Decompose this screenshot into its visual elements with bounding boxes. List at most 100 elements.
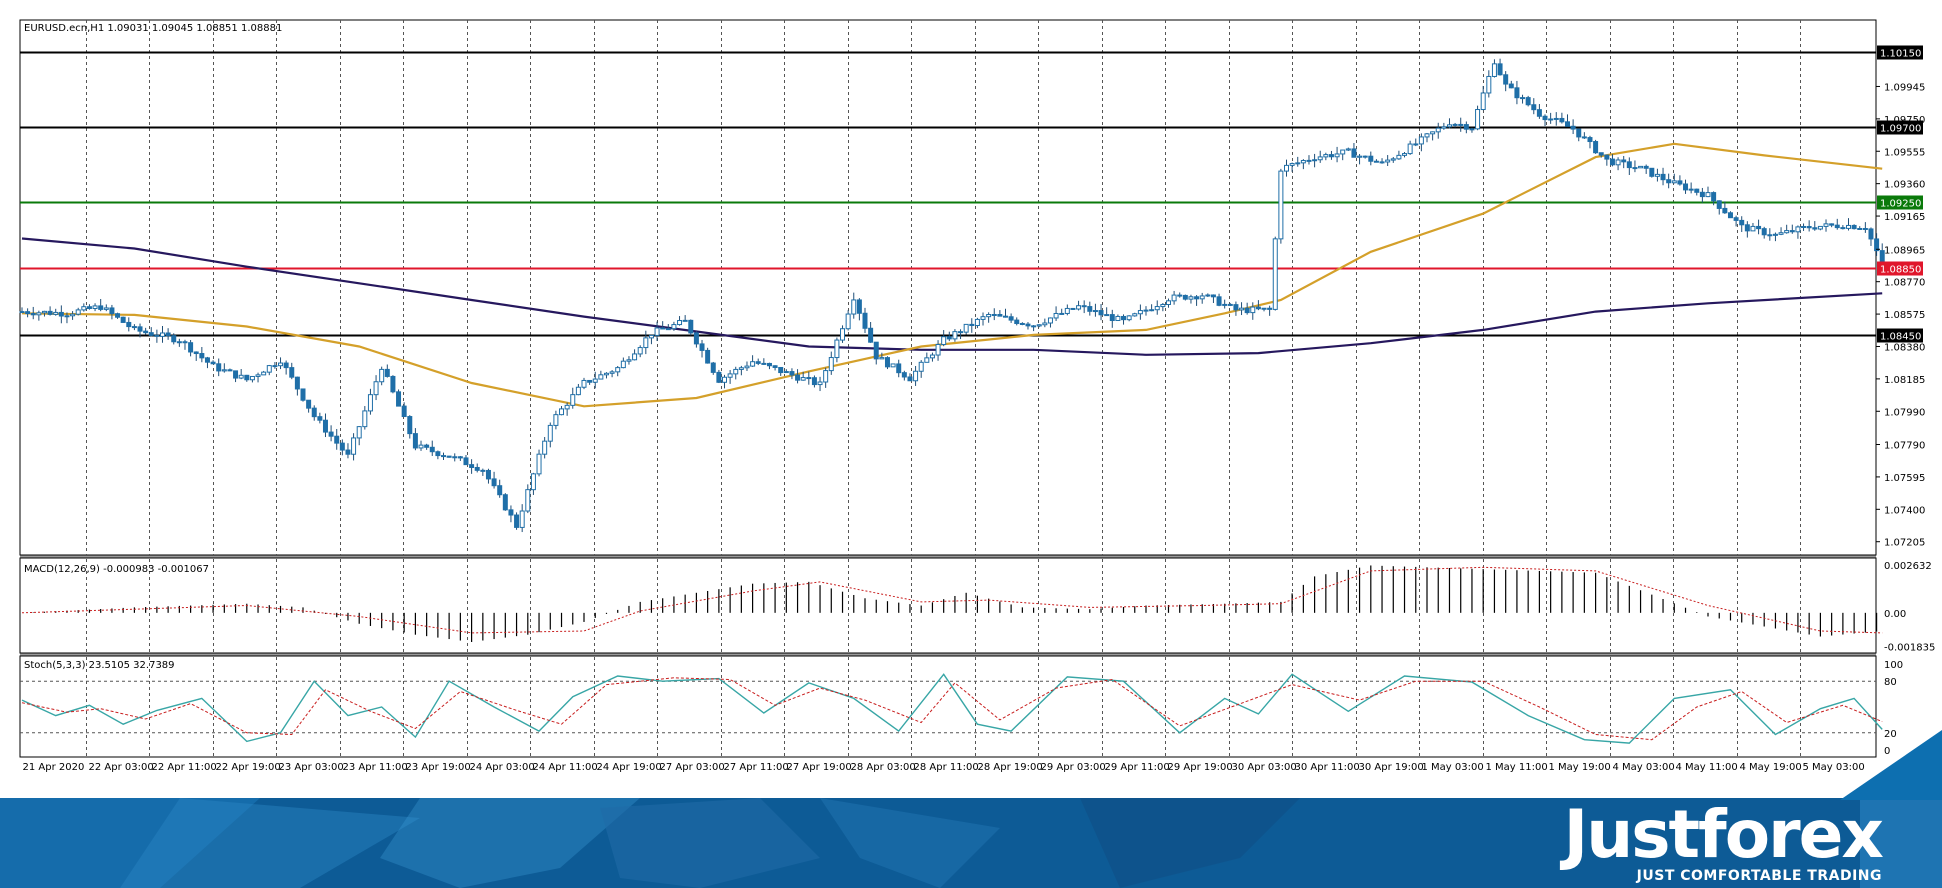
x-tick-label: 1 May 19:00 xyxy=(1549,762,1611,773)
candle-body xyxy=(598,374,604,380)
x-tick-label: 29 Apr 19:00 xyxy=(1168,762,1233,773)
slow-moving-average xyxy=(21,237,1883,356)
candle-body xyxy=(1789,230,1795,233)
candle-body xyxy=(705,349,711,364)
y-tick-label: 1.09750 xyxy=(1884,115,1925,126)
candle-body xyxy=(1536,109,1542,117)
candle-body xyxy=(941,336,947,345)
candle-body xyxy=(879,357,885,360)
candle-body xyxy=(1121,315,1127,321)
candle-body xyxy=(1834,224,1840,229)
candle-body xyxy=(1014,319,1020,324)
candle-body xyxy=(1334,153,1340,158)
candle-body xyxy=(1064,307,1070,314)
candle-body xyxy=(1104,314,1110,317)
candle-body xyxy=(255,374,261,377)
candle-body xyxy=(1632,167,1638,170)
candle-body xyxy=(182,341,188,344)
candle-body xyxy=(1683,183,1689,191)
candle-body xyxy=(840,328,846,341)
candle-body xyxy=(1458,123,1464,126)
candle-body xyxy=(1036,324,1042,327)
candle-body xyxy=(795,374,801,381)
candle-body xyxy=(997,313,1003,317)
candle-body xyxy=(485,469,491,480)
candle-body xyxy=(75,309,81,315)
candle-body xyxy=(390,375,396,393)
candle-body xyxy=(334,435,340,444)
candle-body xyxy=(800,377,806,381)
brand-tagline: JUST COMFORTABLE TRADING xyxy=(1636,868,1882,884)
candle-body xyxy=(665,328,671,331)
candle-body xyxy=(1345,148,1351,151)
candle-body xyxy=(1233,304,1239,311)
level-price-tag xyxy=(1877,328,1923,343)
candle-body xyxy=(143,330,149,334)
candle-body xyxy=(834,339,840,359)
candle-body xyxy=(1609,158,1615,166)
candle-body xyxy=(1396,154,1402,160)
candle-body xyxy=(626,359,632,362)
candle-body xyxy=(514,514,520,528)
stoch-tick-label: 20 xyxy=(1884,729,1897,740)
candle-body xyxy=(1750,225,1756,232)
candle-body xyxy=(1053,312,1059,319)
candle-body xyxy=(1081,305,1087,308)
candle-body xyxy=(1031,325,1037,328)
candle-body xyxy=(677,320,683,326)
candle-body xyxy=(862,312,868,329)
candle-body xyxy=(637,347,643,355)
candle-body xyxy=(671,324,677,330)
candle-body xyxy=(418,444,424,449)
candle-body xyxy=(519,510,525,528)
candle-body xyxy=(733,368,739,375)
x-tick-label: 22 Apr 03:00 xyxy=(89,762,154,773)
candle-body xyxy=(148,332,154,336)
candle-body xyxy=(1879,250,1885,262)
candle-body xyxy=(1733,217,1739,221)
candle-body xyxy=(766,362,772,367)
brand-logo: Justforex JUST COMFORTABLE TRADING xyxy=(1564,800,1884,885)
candle-body xyxy=(1194,296,1200,300)
chart-header: EURUSD.ecn,H1 1.09031 1.09045 1.08851 1.… xyxy=(24,23,282,34)
y-tick-label: 1.07595 xyxy=(1884,473,1925,484)
candle-body xyxy=(907,376,913,382)
candle-body xyxy=(873,341,879,360)
macd-tick-label: -0.001835 xyxy=(1884,642,1935,653)
y-tick-label: 1.09360 xyxy=(1884,180,1925,191)
candle-body xyxy=(1385,159,1391,163)
candle-body xyxy=(980,316,986,320)
candle-body xyxy=(991,313,997,316)
candle-body xyxy=(160,332,165,337)
candle-body xyxy=(1402,153,1408,156)
candle-body xyxy=(1671,180,1677,184)
candle-body xyxy=(1705,192,1711,198)
x-tick-label: 28 Apr 03:00 xyxy=(851,762,916,773)
candle-body xyxy=(1244,307,1250,314)
candle-body xyxy=(1677,180,1683,185)
candle-body xyxy=(429,446,435,453)
candle-body xyxy=(457,456,463,459)
candle-body xyxy=(351,437,357,455)
candle-body xyxy=(1649,167,1655,177)
candle-body xyxy=(1076,305,1082,310)
x-tick-label: 4 May 03:00 xyxy=(1613,762,1675,773)
candle-body xyxy=(1289,163,1295,166)
stoch-tick-label: 100 xyxy=(1884,660,1903,671)
candle-body xyxy=(1840,227,1846,230)
candle-body xyxy=(1008,316,1014,321)
level-price-tag xyxy=(1877,195,1923,210)
candle-body xyxy=(1565,121,1570,127)
level-price-label: 1.09250 xyxy=(1880,199,1921,210)
candle-body xyxy=(901,372,907,378)
x-tick-label: 28 Apr 11:00 xyxy=(914,762,979,773)
x-tick-label: 27 Apr 03:00 xyxy=(660,762,725,773)
candle-body xyxy=(811,377,817,386)
candle-body xyxy=(367,394,373,412)
candle-body xyxy=(1418,136,1424,145)
candle-body xyxy=(553,414,559,426)
candle-body xyxy=(1435,127,1441,133)
x-tick-label: 27 Apr 11:00 xyxy=(724,762,789,773)
candle-body xyxy=(396,391,402,407)
candle-body xyxy=(1003,315,1008,318)
